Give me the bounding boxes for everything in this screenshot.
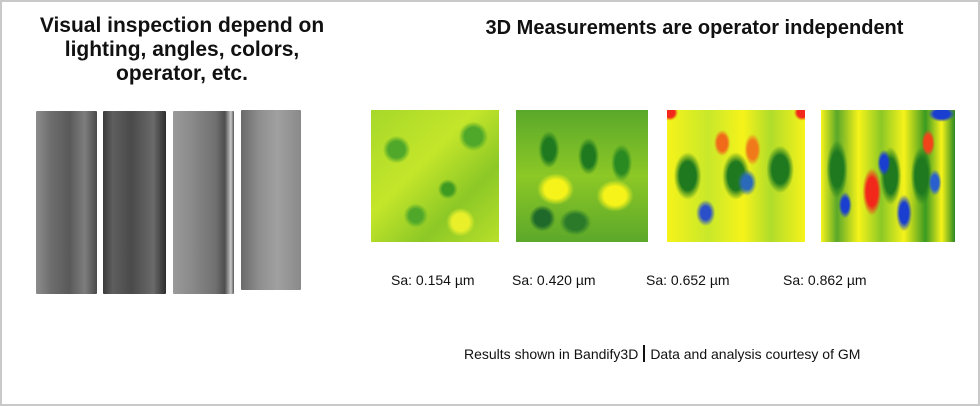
credit-courtesy: Data and analysis courtesy of GM bbox=[650, 346, 861, 362]
3d-measurements-title: 3D Measurements are operator independent bbox=[485, 17, 904, 39]
grayscale-sample-strip-4 bbox=[241, 110, 301, 290]
sa-label-2: Sa: 0.420 µm bbox=[512, 272, 596, 288]
credit-software: Results shown in Bandify3D bbox=[464, 346, 639, 362]
title-line-3: operator, etc. bbox=[116, 62, 248, 85]
title-line-2: lighting, angles, colors, bbox=[64, 38, 300, 61]
grayscale-sample-strip-1 bbox=[36, 111, 97, 294]
visual-inspection-title: Visual inspection depend on lighting, an… bbox=[14, 14, 350, 86]
height-map-3 bbox=[667, 110, 805, 242]
sa-label-1: Sa: 0.154 µm bbox=[391, 272, 475, 288]
height-map-4 bbox=[821, 110, 955, 242]
grayscale-sample-strip-3 bbox=[173, 111, 234, 294]
height-map-2 bbox=[516, 110, 648, 242]
grayscale-sample-strip-2 bbox=[103, 111, 166, 294]
credit-line: Results shown in Bandify3D Data and analy… bbox=[464, 345, 860, 362]
title-line-1: Visual inspection depend on bbox=[39, 14, 325, 37]
sa-label-4: Sa: 0.862 µm bbox=[783, 272, 867, 288]
credit-separator bbox=[643, 345, 646, 362]
sa-label-3: Sa: 0.652 µm bbox=[646, 272, 730, 288]
height-map-1 bbox=[371, 110, 499, 242]
